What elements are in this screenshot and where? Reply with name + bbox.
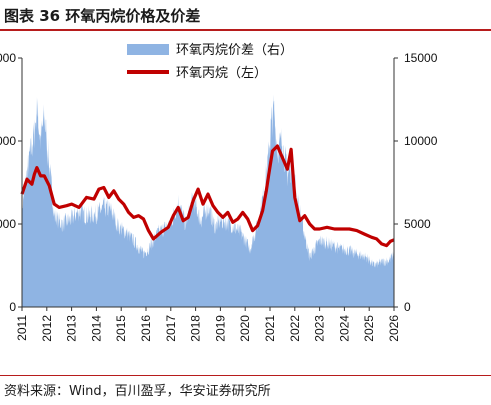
- legend-label-price: 环氧丙烷（左）: [176, 66, 267, 81]
- y-right-tick-label: 15000: [404, 51, 438, 65]
- y-left-tick-label: 15000: [0, 51, 16, 65]
- source-rule: [0, 375, 491, 376]
- series-price-line: [20, 144, 395, 248]
- source-note: 资料来源：Wind，百川盈孚，华安证券研究所: [4, 384, 271, 399]
- x-tick-label: 2016: [139, 315, 153, 342]
- legend-label-spread: 环氧丙烷价差（右）: [176, 43, 293, 58]
- legend-swatch-spread: [127, 44, 169, 55]
- y-left-tick-label: 5000: [0, 217, 16, 231]
- x-tick-label: 2025: [362, 315, 376, 342]
- title-rule: [0, 29, 491, 31]
- x-tick-label: 2019: [213, 315, 227, 342]
- x-tick-label: 2023: [313, 315, 327, 342]
- y-right-tick-label: 10000: [404, 134, 438, 148]
- chart-title: 图表 36 环氧丙烷价格及价差: [4, 7, 201, 25]
- y-right-tick-label: 5000: [404, 217, 431, 231]
- x-tick-label: 2026: [387, 315, 401, 342]
- x-tick-label: 2013: [65, 315, 79, 342]
- x-tick-label: 2012: [40, 315, 54, 342]
- x-tick-label: 2022: [288, 315, 302, 342]
- x-tick-label: 2017: [164, 315, 178, 342]
- series-spread-area: [22, 94, 394, 307]
- y-left-tick-label: 10000: [0, 134, 16, 148]
- x-tick-label: 2018: [189, 315, 203, 342]
- plot-area: [20, 94, 395, 307]
- x-tick-label: 2024: [337, 315, 351, 342]
- legend: 环氧丙烷价差（右） 环氧丙烷（左）: [127, 43, 293, 81]
- x-tick-label: 2020: [238, 315, 252, 342]
- chart: 环氧丙烷价差（右） 环氧丙烷（左） 0 5000 10000 15000 0 5000 10…: [0, 43, 438, 342]
- axes: 0 5000 10000 15000 0 5000 10000 15000 2011 2012 20…: [0, 51, 438, 342]
- x-tick-label: 2021: [263, 315, 277, 342]
- y-left-tick-label: 0: [9, 300, 16, 314]
- y-right-tick-label: 0: [404, 300, 411, 314]
- x-tick-label: 2014: [89, 315, 103, 342]
- x-tick-label: 2011: [15, 315, 29, 341]
- x-tick-label: 2015: [114, 315, 128, 342]
